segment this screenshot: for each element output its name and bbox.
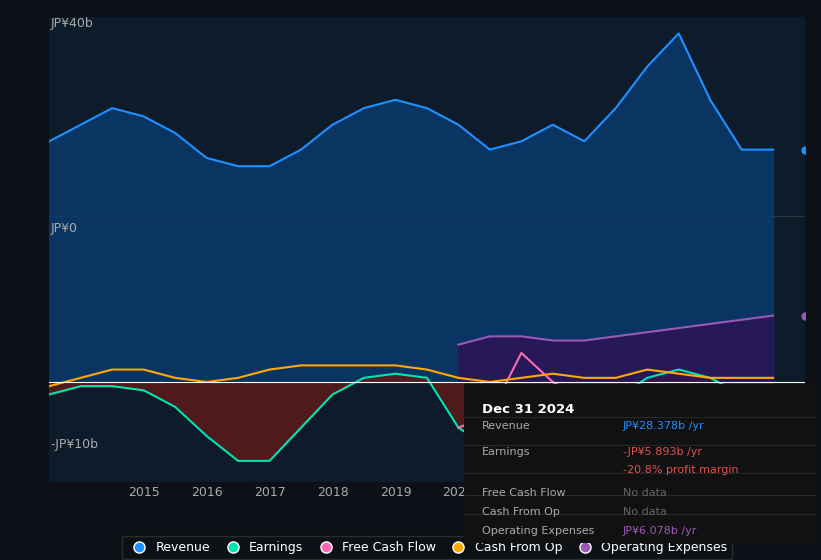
Text: -20.8% profit margin: -20.8% profit margin [622,465,738,475]
Text: JP¥28.378b /yr: JP¥28.378b /yr [622,422,704,431]
Text: JP¥0: JP¥0 [51,222,78,235]
Text: Revenue: Revenue [481,422,530,431]
Text: Free Cash Flow: Free Cash Flow [481,488,565,498]
Text: No data: No data [622,488,667,498]
Text: Cash From Op: Cash From Op [481,507,559,517]
Text: -JP¥5.893b /yr: -JP¥5.893b /yr [622,447,702,457]
Text: JP¥40b: JP¥40b [51,17,94,30]
Text: Earnings: Earnings [481,447,530,457]
Text: No data: No data [622,507,667,517]
Text: -JP¥10b: -JP¥10b [51,438,99,451]
Text: Operating Expenses: Operating Expenses [481,526,594,536]
Legend: Revenue, Earnings, Free Cash Flow, Cash From Op, Operating Expenses: Revenue, Earnings, Free Cash Flow, Cash … [122,536,732,559]
Text: Dec 31 2024: Dec 31 2024 [481,403,574,416]
Text: JP¥6.078b /yr: JP¥6.078b /yr [622,526,697,536]
